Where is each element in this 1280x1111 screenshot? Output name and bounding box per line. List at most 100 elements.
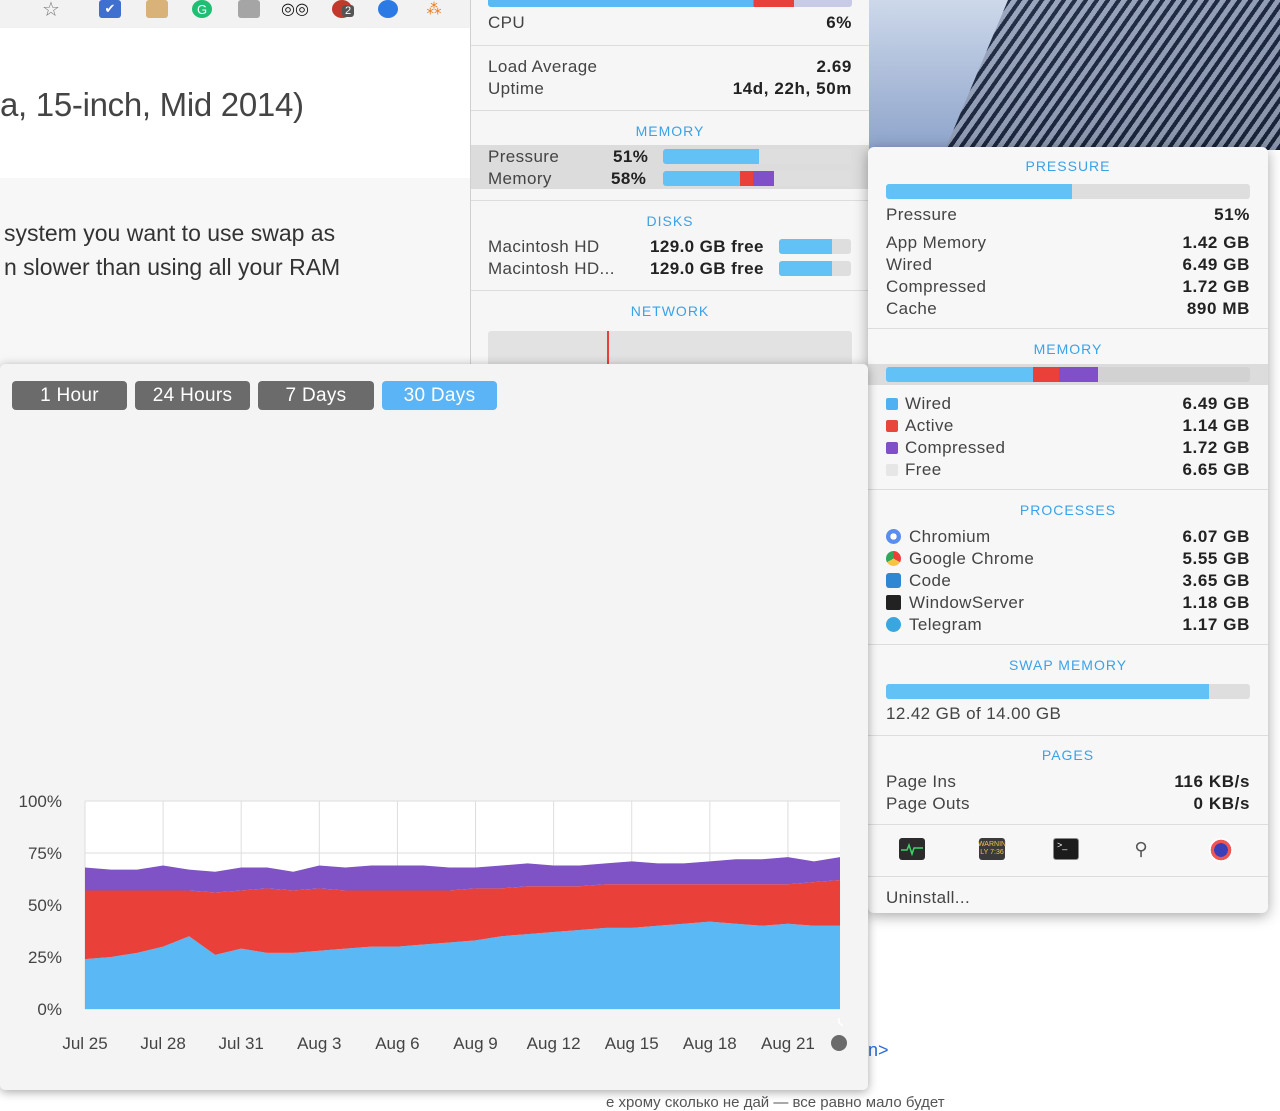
gray-extension-icon[interactable] [238, 0, 260, 18]
page-ins-row: Page Ins 116 KB/s [886, 772, 1250, 792]
process-memory: 1.18 GB [1182, 593, 1250, 613]
load-average-label: Load Average [488, 57, 597, 76]
pressure-label: Pressure [488, 147, 559, 166]
grammarly-extension-icon[interactable]: G [192, 0, 212, 18]
pressure-bar [663, 149, 851, 164]
bookmark-star-icon[interactable]: ☆ [40, 0, 62, 18]
disk-bar [779, 239, 851, 254]
pressure-section-title: PRESSURE [868, 158, 1268, 174]
legend-swatch [886, 398, 898, 410]
process-memory: 3.65 GB [1182, 571, 1250, 591]
system-info-icon[interactable]: ⚲ [1128, 838, 1154, 860]
compressed-row: Compressed 1.72 GB [886, 277, 1250, 297]
y-tick-label: 25% [28, 948, 62, 967]
x-tick-label: Aug 15 [605, 1034, 659, 1053]
lock-extension-icon[interactable] [378, 0, 398, 18]
red-extension-icon[interactable]: 2 [332, 0, 352, 18]
x-tick-label: Aug 18 [683, 1034, 737, 1053]
page-ins-value: 116 KB/s [1174, 772, 1250, 792]
process-name: Chromium [909, 527, 991, 546]
istat-icon[interactable] [1209, 838, 1233, 862]
load-average-row: Load Average 2.69 [488, 57, 852, 77]
process-name: Google Chrome [909, 549, 1034, 568]
uninstall-item[interactable]: Uninstall... [886, 888, 1250, 908]
uninstall-label[interactable]: Uninstall... [886, 888, 970, 907]
telegram-icon [886, 617, 901, 632]
process-name: Telegram [909, 615, 982, 634]
chromium-icon [886, 529, 901, 544]
processes-section-title: PROCESSES [868, 502, 1268, 518]
pressure-value: 51% [613, 147, 648, 167]
pressure-bar-fill [886, 184, 1072, 199]
activity-monitor-icon[interactable] [899, 838, 925, 860]
page-title: a, 15-inch, Mid 2014) [0, 86, 304, 124]
console-icon[interactable]: WARNIN LY 7:36 [979, 838, 1005, 860]
memory-composition-bar [886, 367, 1250, 382]
page-link-fragment[interactable]: n> [868, 1040, 889, 1061]
desktop-wallpaper [868, 0, 1280, 150]
windowserver-icon [886, 595, 901, 610]
app-memory-row: App Memory 1.42 GB [886, 233, 1250, 253]
process-memory: 1.17 GB [1182, 615, 1250, 635]
page-outs-label: Page Outs [886, 794, 970, 813]
swap-text: 12.42 GB of 14.00 GB [886, 704, 1061, 723]
detail-label: Cache [886, 299, 937, 318]
uptime-value: 14d, 22h, 50m [733, 79, 852, 99]
memory-section-title: MEMORY [471, 123, 869, 139]
paragraph-line-2: n slower than using all your RAM [4, 254, 340, 281]
page-ins-label: Page Ins [886, 772, 956, 791]
process-row[interactable]: WindowServer 1.18 GB [886, 593, 1250, 613]
x-tick-label: Aug 6 [375, 1034, 419, 1053]
detail-label: Compressed [886, 277, 986, 296]
process-row[interactable]: Google Chrome 5.55 GB [886, 549, 1250, 569]
swap-bar-fill [886, 684, 1209, 699]
x-tick-label: Aug 3 [297, 1034, 341, 1053]
y-tick-label: 75% [28, 844, 62, 863]
pages-section-title: PAGES [868, 747, 1268, 763]
glasses-extension-icon[interactable]: ◎◎ [284, 0, 306, 18]
detail-value: 1.72 GB [1182, 277, 1250, 297]
memory-popover: PRESSURE Pressure 51% App Memory 1.42 GB… [868, 147, 1268, 913]
x-tick-label: Jul 25 [62, 1034, 107, 1053]
paragraph-line-1: system you want to use swap as [4, 220, 335, 247]
chrome-icon [886, 551, 901, 566]
page-body: system you want to use swap as n slower … [0, 178, 470, 368]
memory-section-title: MEMORY [868, 341, 1268, 357]
y-tick-label: 0% [37, 1000, 62, 1019]
cache-row: Cache 890 MB [886, 299, 1250, 319]
disk-name: Macintosh HD [488, 237, 600, 256]
x-tick-label: Jul 31 [219, 1034, 264, 1053]
load-average-value: 2.69 [817, 57, 853, 77]
pocket-extension-icon[interactable]: ✔ [99, 0, 121, 18]
extension-badge: 2 [342, 5, 354, 17]
disk-bar-fill [779, 261, 832, 276]
memory-bar-active [1033, 367, 1059, 382]
sitemap-extension-icon[interactable]: ⁂ [423, 0, 445, 18]
process-row[interactable]: Telegram 1.17 GB [886, 615, 1250, 635]
y-tick-label: 50% [28, 896, 62, 915]
x-tick-label: Aug 12 [527, 1034, 581, 1053]
process-name: WindowServer [909, 593, 1024, 612]
cpu-label: CPU [488, 13, 525, 32]
memory-bar-compressed [1059, 367, 1098, 382]
legend-swatch [886, 420, 898, 432]
process-memory: 5.55 GB [1182, 549, 1250, 569]
page-outs-value: 0 KB/s [1193, 794, 1250, 814]
legend-swatch [886, 442, 898, 454]
face-extension-icon[interactable] [146, 0, 168, 18]
legend-value: 6.49 GB [1182, 394, 1250, 414]
terminal-icon[interactable]: >_ [1053, 838, 1079, 860]
cpu-value: 6% [826, 13, 852, 33]
cpu-row: CPU 6% [488, 13, 852, 33]
pressure-bar-fill [663, 149, 759, 164]
legend-label: Compressed [905, 438, 1005, 457]
process-memory: 6.07 GB [1182, 527, 1250, 547]
x-tick-label: Aug 9 [453, 1034, 497, 1053]
process-row[interactable]: Chromium 6.07 GB [886, 527, 1250, 547]
network-section-title: NETWORK [471, 303, 869, 319]
